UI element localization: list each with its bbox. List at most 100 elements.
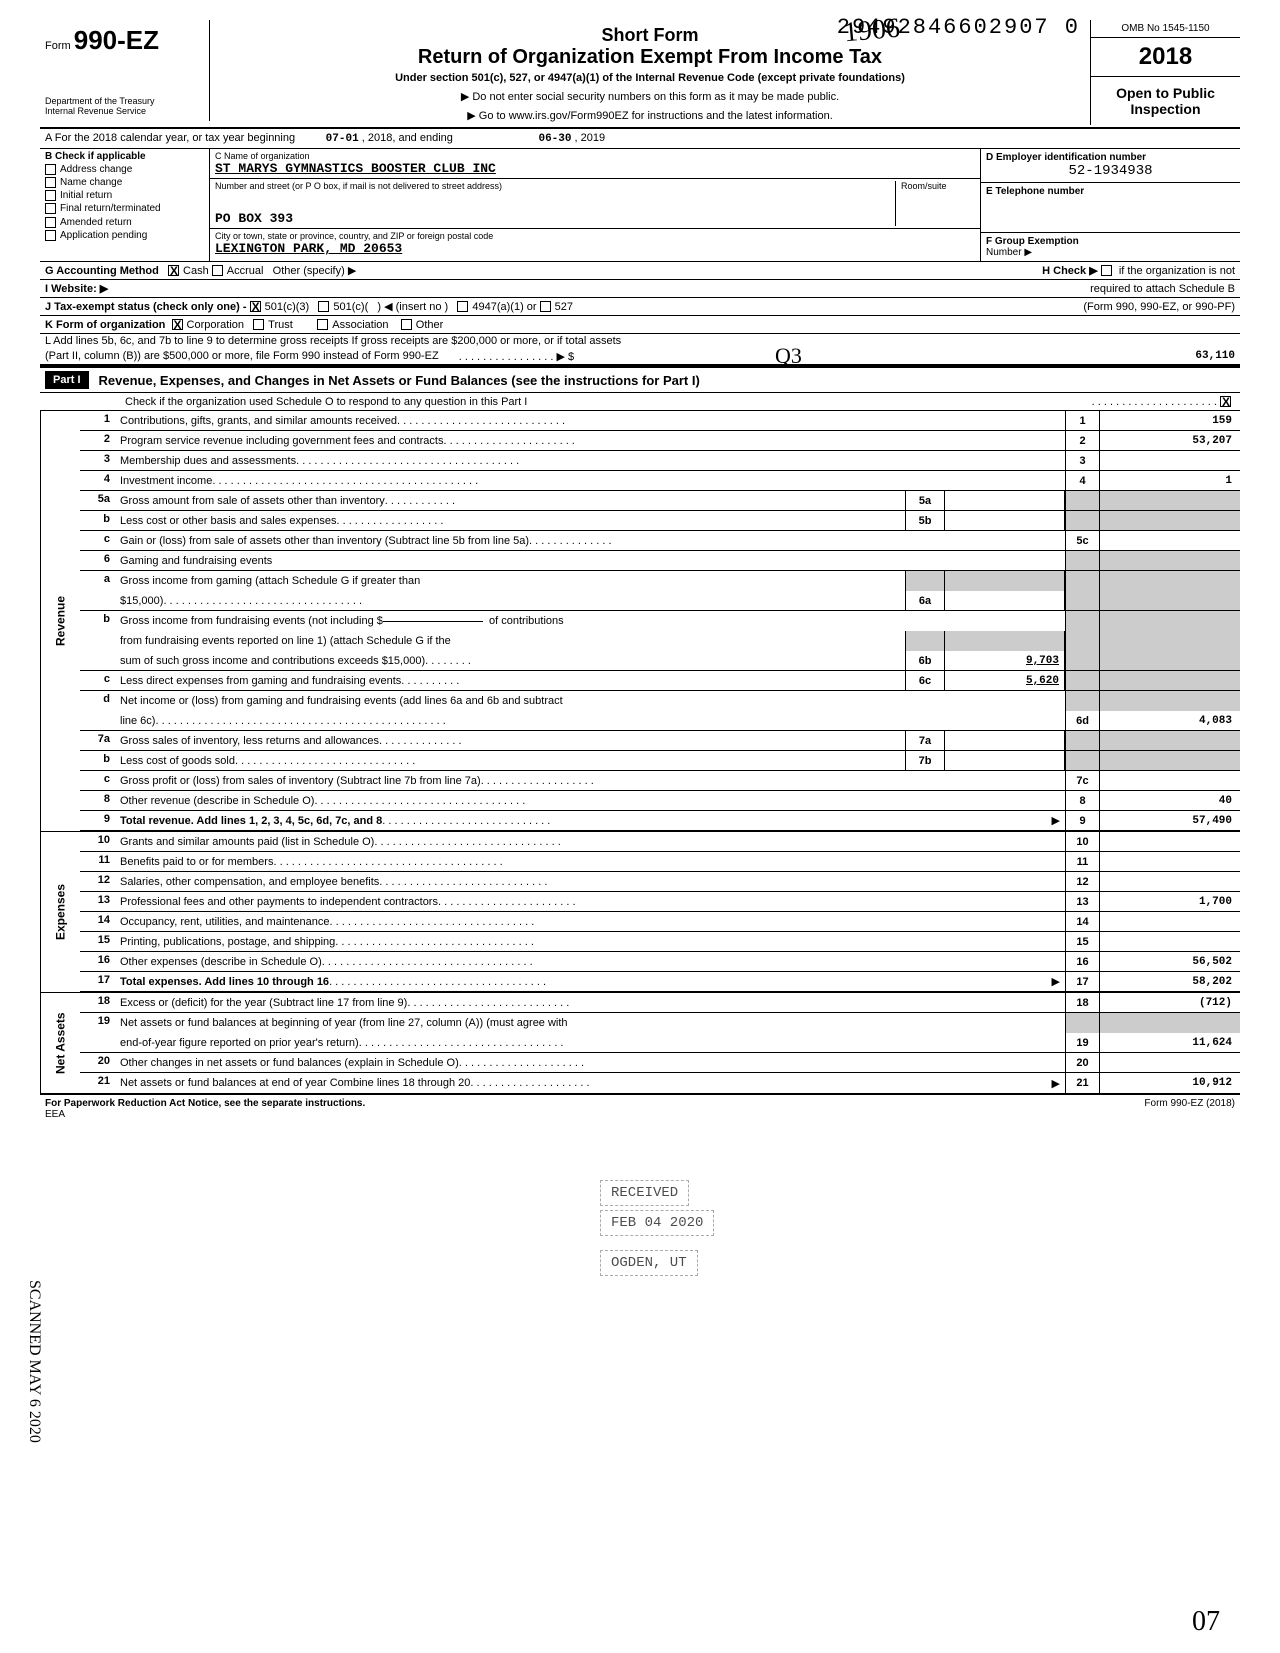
section-g-label: G Accounting Method [45,265,159,277]
line-15-desc: Printing, publications, postage, and shi… [120,936,335,948]
line-6b-mid-shade [905,631,945,651]
handwritten-number: 1906 [843,13,902,50]
cb-4947[interactable] [457,301,468,312]
line-6b-num: b [80,611,115,631]
line-7a-num: 7a [80,731,115,750]
line-6-num: 6 [80,551,115,570]
line-13-num: 13 [80,892,115,911]
line-7b-num: b [80,751,115,770]
line-12-rn: 12 [1065,872,1100,891]
line-6a2-rn-shade [1065,591,1100,610]
line-9-rn: 9 [1065,811,1100,830]
section-l-line1: L Add lines 5b, 6c, and 7b to line 9 to … [40,334,1240,348]
line-6d2-num [80,711,115,730]
cb-association[interactable] [317,319,328,330]
cb-initial-return[interactable] [45,190,56,201]
line-6b-desc: Gross income from fundraising events (no… [120,615,383,627]
line-6a-num: a [80,571,115,591]
cb-amended-return[interactable] [45,217,56,228]
line-7c-num: c [80,771,115,790]
cb-501c3[interactable] [250,301,261,312]
cb-501c[interactable] [318,301,329,312]
cb-cash[interactable] [168,265,179,276]
cb-schedule-o[interactable] [1220,396,1231,407]
line-6b2-val-shade [1100,631,1240,651]
line-7b-mid: 7b [905,751,945,770]
line-17-arrow: ▶ [1052,975,1060,988]
section-b-label: B Check if applicable [45,151,204,162]
cb-527[interactable] [540,301,551,312]
line-5b-mid: 5b [905,511,945,530]
cb-other-org[interactable] [401,319,412,330]
line-6b2-rn-shade [1065,631,1100,651]
cb-accrual[interactable] [212,265,223,276]
line-6b-midval-shade [945,631,1065,651]
cb-corporation[interactable] [172,319,183,330]
footer: For Paperwork Reduction Act Notice, see … [40,1094,1240,1123]
line-21-val: 10,912 [1100,1073,1240,1093]
line-19-desc: Net assets or fund balances at beginning… [120,1017,568,1029]
line-1-rn: 1 [1065,411,1100,430]
section-k-label: K Form of organization [45,319,165,331]
cb-name-change[interactable] [45,177,56,188]
other-org-label: Other [416,319,444,331]
line-7a-mid: 7a [905,731,945,750]
line-5b-rn-shade [1065,511,1100,530]
footer-form-ref: Form 990-EZ (2018) [1144,1098,1235,1120]
line-3-desc: Membership dues and assessments [120,455,296,467]
open-to-public: Open to Public [1099,85,1232,101]
line-6d1-rn-shade [1065,691,1100,711]
cb-trust[interactable] [253,319,264,330]
line-6b3-val-shade [1100,651,1240,670]
line-20-desc: Other changes in net assets or fund bala… [120,1057,459,1069]
line-19-desc2: end-of-year figure reported on prior yea… [120,1037,359,1049]
cb-label-address: Address change [60,164,132,175]
cb-final-return[interactable] [45,203,56,214]
part-1-header: Part I Revenue, Expenses, and Changes in… [40,366,1240,393]
line-5a-rn-shade [1065,491,1100,510]
line-9-desc: Total revenue. Add lines 1, 2, 3, 4, 5c,… [120,815,382,827]
line-8-num: 8 [80,791,115,810]
margin-07-handwritten: 07 [1192,1606,1220,1638]
501c-insert: ) ◀ (insert no ) [377,300,448,313]
name-label: C Name of organization [215,151,975,161]
line-13-rn: 13 [1065,892,1100,911]
line-17-desc: Total expenses. Add lines 10 through 16 [120,976,329,988]
section-j-label: J Tax-exempt status (check only one) - [45,301,247,313]
line-5a-desc: Gross amount from sale of assets other t… [120,495,385,507]
line-6a-mid-shade1 [905,571,945,591]
line-21-desc: Net assets or fund balances at end of ye… [120,1077,470,1089]
subtitle: Under section 501(c), 527, or 4947(a)(1)… [220,72,1080,84]
line-9-num: 9 [80,811,115,830]
line-18-rn: 18 [1065,993,1100,1012]
section-b-checkboxes: B Check if applicable Address change Nam… [40,149,210,261]
part-1-desc: Revenue, Expenses, and Changes in Net As… [99,373,700,388]
line-12-num: 12 [80,872,115,891]
cb-application-pending[interactable] [45,230,56,241]
line-19-rn-shade [1065,1013,1100,1033]
section-a-prefix: A For the 2018 calendar year, or tax yea… [45,132,295,144]
line-18-val: (712) [1100,993,1240,1012]
line-6-desc: Gaming and fundraising events [120,555,272,567]
line-9-val: 57,490 [1100,811,1240,830]
line-5c-desc: Gain or (loss) from sale of assets other… [120,535,529,547]
line-14-desc: Occupancy, rent, utilities, and maintena… [120,916,330,928]
line-16-num: 16 [80,952,115,971]
line-6b3-rn-shade [1065,651,1100,670]
instruction-2: ▶ Go to www.irs.gov/Form990EZ for instru… [220,109,1080,122]
line-2-num: 2 [80,431,115,450]
line-6b-desc3: sum of such gross income and contributio… [120,655,425,667]
accrual-label: Accrual [227,265,264,277]
cb-schedule-b[interactable] [1101,265,1112,276]
tax-year-end: 06-30 [538,133,571,145]
501c-label: 501(c)( [333,301,368,313]
room-label: Room/suite [901,181,947,191]
527-label: 527 [555,301,573,313]
cb-address-change[interactable] [45,164,56,175]
omb-number: OMB No 1545-1150 [1091,20,1240,38]
part-1-check-text: Check if the organization used Schedule … [125,396,527,408]
line-6b-desc1b: of contributions [489,615,564,627]
line-17-rn: 17 [1065,972,1100,991]
group-exempt-number: Number ▶ [986,247,1235,258]
section-h-text: if the organization is not [1119,265,1235,277]
